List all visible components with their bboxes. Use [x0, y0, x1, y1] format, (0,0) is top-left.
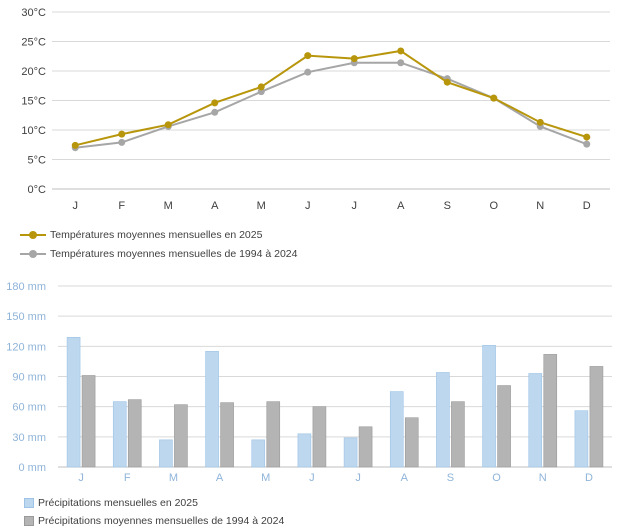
y-tick-label: 0 mm: [19, 462, 47, 474]
bar-2025: [112, 401, 127, 468]
y-tick-label: 15°C: [21, 96, 46, 108]
bar-average: [358, 426, 373, 468]
x-tick-label: A: [211, 200, 219, 212]
x-tick-label: O: [492, 472, 501, 484]
data-point: [443, 78, 451, 86]
bar-average: [543, 354, 558, 468]
x-tick-label: M: [261, 472, 270, 484]
data-point: [71, 141, 79, 149]
x-tick-label: J: [73, 200, 79, 212]
bar-average: [312, 406, 327, 468]
temperature-legend-2025: Températures moyennes mensuelles en 2025: [20, 229, 262, 241]
y-tick-label: 20°C: [21, 66, 46, 78]
bar-average: [220, 402, 234, 468]
legend-marker-average: [20, 249, 46, 259]
y-tick-label: 10°C: [21, 125, 46, 137]
y-tick-label: 5°C: [28, 155, 47, 167]
bar-2025: [66, 336, 81, 468]
y-tick-label: 150 mm: [6, 311, 46, 323]
data-point: [490, 94, 498, 102]
y-tick-label: 0°C: [28, 184, 47, 196]
data-point: [211, 108, 219, 116]
x-tick-label: M: [164, 200, 173, 212]
bar-average: [127, 399, 142, 468]
data-point: [583, 133, 591, 141]
x-tick-label: D: [585, 472, 593, 484]
x-tick-label: A: [401, 472, 409, 484]
y-tick-label: 30°C: [21, 7, 46, 19]
x-tick-label: J: [355, 472, 361, 484]
temperature-legend-average: Températures moyennes mensuelles de 1994…: [20, 248, 298, 260]
data-point: [118, 138, 126, 146]
y-tick-label: 90 mm: [12, 372, 46, 384]
x-tick-label: J: [352, 200, 358, 212]
data-point: [583, 140, 591, 148]
data-point: [304, 52, 312, 60]
bar-2025: [251, 439, 266, 468]
y-tick-label: 120 mm: [6, 341, 46, 353]
bar-average: [451, 401, 465, 468]
bar-average: [174, 404, 188, 468]
data-point: [304, 68, 312, 76]
x-tick-label: M: [169, 472, 178, 484]
precipitation-legend-average: Précipitations moyennes mensuelles de 19…: [24, 515, 284, 527]
legend-swatch-2025: [24, 498, 34, 508]
legend-marker-2025: [20, 230, 46, 240]
x-tick-label: F: [118, 200, 125, 212]
x-tick-label: S: [447, 472, 454, 484]
x-tick-label: A: [216, 472, 224, 484]
x-tick-label: D: [583, 200, 591, 212]
legend-label-precip-2025: Précipitations mensuelles en 2025: [38, 497, 198, 509]
data-point: [397, 47, 405, 55]
data-point: [536, 118, 544, 126]
y-tick-label: 60 mm: [12, 402, 46, 414]
y-tick-label: 30 mm: [12, 432, 46, 444]
legend-label-2025: Températures moyennes mensuelles en 2025: [50, 229, 263, 241]
bar-2025: [205, 351, 219, 468]
y-tick-label: 25°C: [21, 37, 46, 49]
data-point: [350, 55, 358, 63]
bar-2025: [159, 439, 173, 468]
bar-2025: [343, 437, 358, 468]
legend-swatch-average: [24, 516, 34, 526]
legend-label-average: Températures moyennes mensuelles de 1994…: [50, 248, 298, 260]
data-point: [257, 83, 265, 91]
bar-average: [81, 375, 96, 468]
precipitation-legend-2025: Précipitations mensuelles en 2025: [24, 497, 198, 509]
bar-2025: [389, 391, 404, 468]
x-tick-label: A: [397, 200, 405, 212]
bar-average: [266, 401, 281, 468]
bar-2025: [436, 372, 450, 468]
data-point: [118, 130, 126, 138]
series-line: [75, 49, 588, 147]
x-tick-label: J: [309, 472, 315, 484]
bar-2025: [528, 373, 543, 468]
temperature-chart: 0°C 5°C 10°C 15°C 20°C 25°C 30°C J F M A M J J A S O N D: [21, 7, 610, 212]
x-tick-label: N: [539, 472, 547, 484]
bar-2025: [574, 410, 589, 468]
legend-label-precip-average: Précipitations moyennes mensuelles de 19…: [38, 515, 285, 527]
x-tick-label: F: [124, 472, 131, 484]
bar-average: [497, 385, 511, 468]
x-tick-label: N: [536, 200, 544, 212]
data-point: [164, 121, 172, 129]
data-point: [397, 59, 405, 67]
x-tick-label: J: [305, 200, 311, 212]
data-point: [211, 99, 219, 107]
bar-2025: [297, 433, 312, 468]
bar-2025: [482, 345, 496, 468]
precipitation-chart: 0 mm 30 mm 60 mm 90 mm 120 mm 150 mm 180 mm J F M…: [6, 281, 612, 484]
bar-average: [589, 366, 604, 468]
x-tick-label: O: [489, 200, 498, 212]
y-tick-label: 180 mm: [6, 281, 46, 293]
bar-average: [404, 417, 419, 468]
x-tick-label: M: [257, 200, 266, 212]
series-line: [75, 61, 588, 149]
x-tick-label: J: [78, 472, 84, 484]
x-tick-label: S: [444, 200, 451, 212]
